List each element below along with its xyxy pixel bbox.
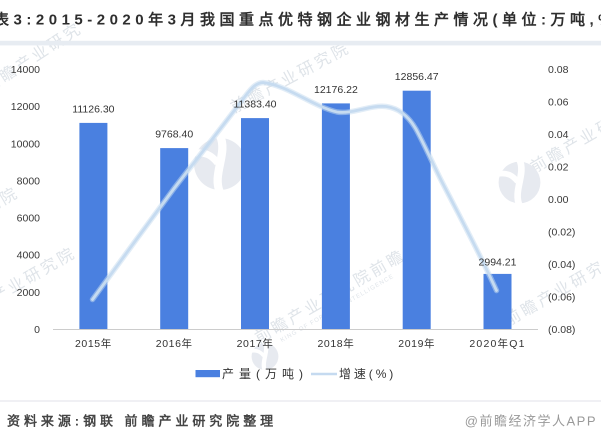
svg-text:0.00: 0.00 — [548, 194, 569, 206]
svg-text:产量(万吨): 产量(万吨) — [222, 367, 308, 381]
svg-text:@前瞻经济学人APP: @前瞻经济学人APP — [465, 414, 597, 429]
svg-text:2019年: 2019年 — [398, 337, 435, 350]
svg-text:0: 0 — [34, 324, 40, 336]
svg-text:9768.40: 9768.40 — [155, 129, 193, 141]
svg-text:图表3:2015-2020年3月我国重点优特钢企业钢材生产情: 图表3:2015-2020年3月我国重点优特钢企业钢材生产情况(单位:万吨,%) — [0, 11, 601, 29]
svg-text:(0.02): (0.02) — [548, 227, 575, 239]
svg-text:2994.21: 2994.21 — [479, 256, 517, 268]
svg-text:0.08: 0.08 — [548, 64, 569, 76]
svg-text:0.06: 0.06 — [548, 97, 569, 109]
svg-text:资料来源:钢联 前瞻产业研究院整理: 资料来源:钢联 前瞻产业研究院整理 — [7, 414, 277, 429]
svg-text:2018年: 2018年 — [317, 337, 354, 350]
svg-text:2020年Q1: 2020年Q1 — [469, 337, 525, 350]
svg-text:(0.06): (0.06) — [548, 292, 575, 304]
svg-text:12176.22: 12176.22 — [314, 84, 358, 96]
svg-text:4000: 4000 — [17, 250, 41, 262]
svg-text:11383.40: 11383.40 — [233, 99, 276, 111]
svg-text:12856.47: 12856.47 — [395, 71, 439, 83]
svg-text:12000: 12000 — [11, 101, 40, 113]
svg-text:8000: 8000 — [17, 175, 41, 187]
svg-text:2000: 2000 — [17, 287, 41, 299]
svg-text:增速(%): 增速(%) — [339, 367, 396, 381]
svg-text:10000: 10000 — [11, 138, 40, 150]
svg-text:6000: 6000 — [17, 213, 41, 225]
svg-text:11126.30: 11126.30 — [72, 103, 114, 115]
svg-text:(0.08): (0.08) — [548, 324, 575, 336]
svg-text:2015年: 2015年 — [75, 337, 112, 350]
svg-text:0.02: 0.02 — [548, 162, 569, 174]
svg-text:(0.04): (0.04) — [548, 259, 575, 271]
svg-text:14000: 14000 — [11, 64, 40, 76]
svg-text:2017年: 2017年 — [237, 337, 274, 350]
svg-text:2016年: 2016年 — [156, 337, 193, 350]
svg-text:0.04: 0.04 — [548, 129, 569, 141]
